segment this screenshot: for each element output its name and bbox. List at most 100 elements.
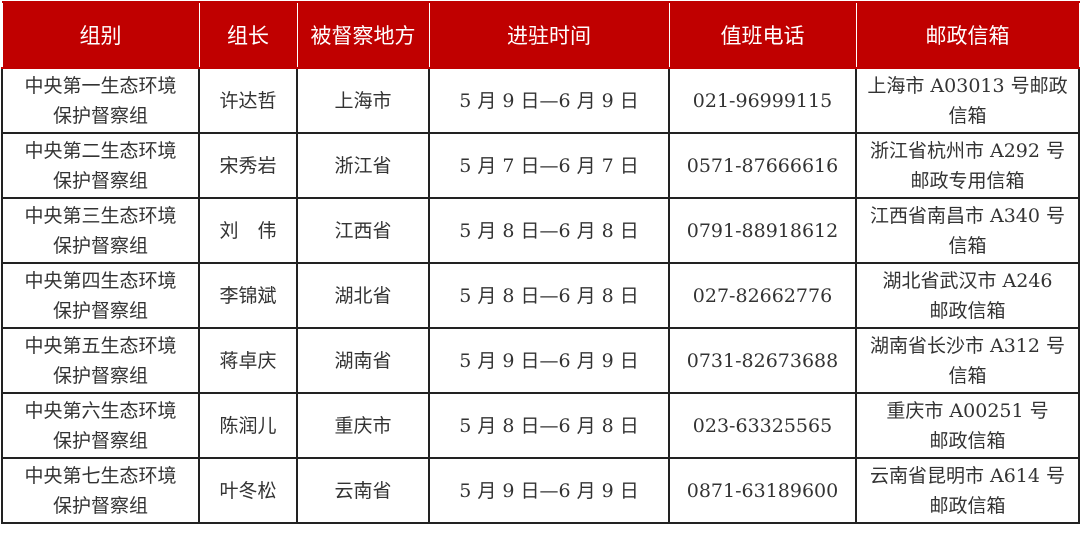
group-line: 中央第三生态环境 — [24, 204, 177, 227]
time: 5 月 7 日—6 月 7 日 — [459, 154, 639, 177]
group-cell: 中央第四生态环境 保护督察组 — [1, 262, 200, 329]
mailbox-line: 信箱 — [948, 234, 987, 257]
time-cell: 5 月 8 日—6 月 8 日 — [428, 392, 670, 459]
group-line: 中央第七生态环境 — [24, 464, 177, 487]
leader-cell: 刘 伟 — [198, 197, 298, 264]
place: 江西省 — [334, 219, 392, 242]
mailbox-line: 信箱 — [948, 364, 987, 387]
leader-cell: 蒋卓庆 — [198, 327, 298, 394]
group-line: 保护督察组 — [52, 169, 148, 192]
phone: 0791-88918612 — [686, 219, 839, 242]
time: 5 月 9 日—6 月 9 日 — [459, 479, 639, 502]
phone: 027-82662776 — [692, 284, 833, 307]
group-cell: 中央第六生态环境 保护督察组 — [1, 392, 200, 459]
group-line: 中央第一生态环境 — [24, 74, 177, 97]
table-row: 中央第一生态环境 保护督察组 许达哲 上海市 5 月 9 日—6 月 9 日 021-96… — [1, 67, 1080, 134]
table-row: 中央第三生态环境 保护督察组刘 伟江西省 5 月 8 日—6 月 8 日 0791-8… — [1, 197, 1080, 264]
place: 湖北省 — [334, 284, 392, 307]
group-cell: 中央第七生态环境 保护督察组 — [1, 457, 200, 524]
leader: 陈润儿 — [219, 414, 277, 437]
mailbox-line: 浙江省杭州市 A292 号 — [869, 139, 1066, 162]
phone: 0871-63189600 — [686, 479, 839, 502]
group-cell: 中央第三生态环境 保护督察组 — [1, 197, 200, 264]
mailbox-cell: 湖北省武汉市 A246 邮政信箱 — [855, 262, 1080, 329]
table-row: 中央第二生态环境 保护督察组 宋秀岩 浙江省 5 月 7 日—6 月 7 日 0571-8… — [1, 132, 1080, 199]
mailbox-line: 信箱 — [948, 104, 987, 127]
leader-cell: 李锦斌 — [198, 262, 298, 329]
leader: 刘 伟 — [219, 219, 277, 242]
phone-cell: 0571-87666616 — [668, 132, 857, 199]
place-cell: 湖北省 — [296, 262, 430, 329]
leader-cell: 宋秀岩 — [198, 132, 298, 199]
group-line: 保护督察组 — [52, 299, 148, 322]
mailbox-cell: 湖南省长沙市 A312 号信箱 — [855, 327, 1080, 394]
place: 浙江省 — [334, 154, 392, 177]
table-row: 中央第四生态环境 保护督察组 李锦斌 湖北省 5 月 8 日—6 月 8 日 027-82… — [1, 262, 1080, 329]
time-cell: 5 月 9 日—6 月 9 日 — [428, 67, 670, 134]
time: 5 月 8 日—6 月 8 日 — [459, 414, 639, 437]
leader: 许达哲 — [219, 89, 277, 112]
mailbox-line: 江西省南昌市 A340 号 — [869, 204, 1066, 227]
header-leader: 组长 — [198, 1, 298, 69]
leader: 叶冬松 — [219, 479, 277, 502]
header-row: 组别 组长 被督察地方 进驻时间 值班电话 邮政信箱 — [1, 1, 1080, 69]
group-line: 中央第六生态环境 — [24, 399, 177, 422]
time-cell: 5 月 7 日—6 月 7 日 — [428, 132, 670, 199]
place-cell: 云南省 — [296, 457, 430, 524]
header-phone: 值班电话 — [668, 1, 857, 69]
inspection-table: 组别 组长 被督察地方 进驻时间 值班电话 邮政信箱 中央第一生态环境 保护督察组… — [1, 1, 1080, 524]
phone: 0571-87666616 — [686, 154, 839, 177]
leader-cell: 许达哲 — [198, 67, 298, 134]
phone: 023-63325565 — [692, 414, 833, 437]
table-row: 中央第七生态环境 保护督察组 叶冬松 云南省 5 月 9 日—6 月 9 日 0871-6… — [1, 457, 1080, 524]
place-cell: 湖南省 — [296, 327, 430, 394]
header-time: 进驻时间 — [428, 1, 670, 69]
phone: 0731-82673688 — [686, 349, 839, 372]
mailbox-cell: 浙江省杭州市 A292 号邮政专用信箱 — [855, 132, 1080, 199]
place-cell: 江西省 — [296, 197, 430, 264]
group-cell: 中央第一生态环境 保护督察组 — [1, 67, 200, 134]
phone-cell: 027-82662776 — [668, 262, 857, 329]
mailbox-line: 邮政信箱 — [929, 429, 1006, 452]
leader: 宋秀岩 — [219, 154, 277, 177]
mailbox-cell: 上海市 A03013 号邮政 信箱 — [855, 67, 1080, 134]
leader-cell: 叶冬松 — [198, 457, 298, 524]
mailbox-line: 重庆市 A00251 号 — [886, 399, 1049, 422]
leader: 蒋卓庆 — [219, 349, 277, 372]
phone: 021-96999115 — [692, 89, 833, 112]
leader-cell: 陈润儿 — [198, 392, 298, 459]
time-cell: 5 月 9 日—6 月 9 日 — [428, 457, 670, 524]
group-line: 保护督察组 — [52, 104, 148, 127]
phone-cell: 0791-88918612 — [668, 197, 857, 264]
phone-cell: 0871-63189600 — [668, 457, 857, 524]
time-cell: 5 月 8 日—6 月 8 日 — [428, 197, 670, 264]
group-line: 保护督察组 — [52, 429, 148, 452]
header-mailbox: 邮政信箱 — [855, 1, 1080, 69]
group-line: 中央第五生态环境 — [24, 334, 177, 357]
header-place: 被督察地方 — [296, 1, 430, 69]
group-line: 保护督察组 — [52, 234, 148, 257]
mailbox-line: 邮政信箱 — [929, 299, 1006, 322]
mailbox-line: 湖北省武汉市 A246 — [882, 269, 1053, 292]
place-cell: 浙江省 — [296, 132, 430, 199]
mailbox-line: 邮政信箱 — [929, 494, 1006, 517]
time-cell: 5 月 8 日—6 月 8 日 — [428, 262, 670, 329]
place-cell: 重庆市 — [296, 392, 430, 459]
mailbox-line: 云南省昆明市 A614 号 — [869, 464, 1066, 487]
group-line: 中央第二生态环境 — [24, 139, 177, 162]
place: 重庆市 — [334, 414, 392, 437]
mailbox-line: 上海市 A03013 号邮政 — [867, 74, 1068, 97]
time-cell: 5 月 9 日—6 月 9 日 — [428, 327, 670, 394]
place: 云南省 — [334, 479, 392, 502]
group-cell: 中央第二生态环境 保护督察组 — [1, 132, 200, 199]
phone-cell: 023-63325565 — [668, 392, 857, 459]
phone-cell: 0731-82673688 — [668, 327, 857, 394]
place: 湖南省 — [334, 349, 392, 372]
group-line: 保护督察组 — [52, 494, 148, 517]
place-cell: 上海市 — [296, 67, 430, 134]
place: 上海市 — [334, 89, 392, 112]
time: 5 月 9 日—6 月 9 日 — [459, 349, 639, 372]
time: 5 月 8 日—6 月 8 日 — [459, 219, 639, 242]
mailbox-cell: 云南省昆明市 A614 号邮政信箱 — [855, 457, 1080, 524]
group-line: 保护督察组 — [52, 364, 148, 387]
